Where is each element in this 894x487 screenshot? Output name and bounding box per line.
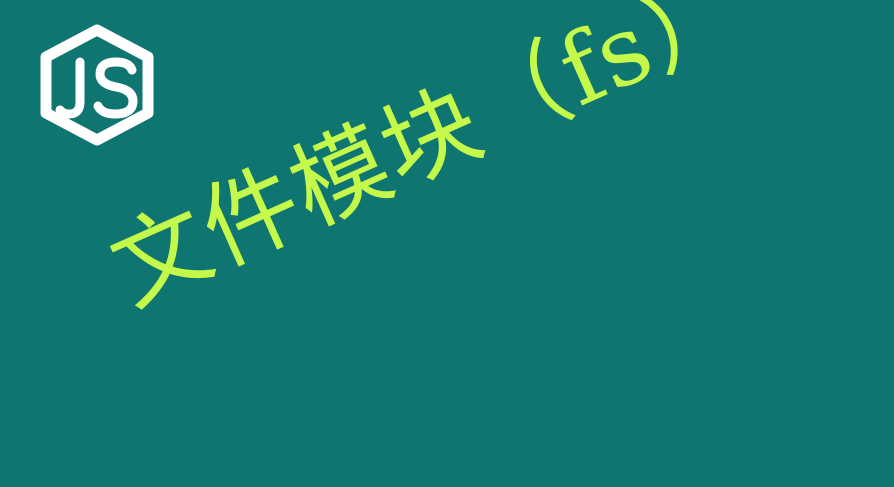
nodejs-logo-icon xyxy=(36,22,158,148)
hexagon-js-icon xyxy=(40,24,154,146)
page-title: 文件模块（fs） xyxy=(95,0,760,328)
